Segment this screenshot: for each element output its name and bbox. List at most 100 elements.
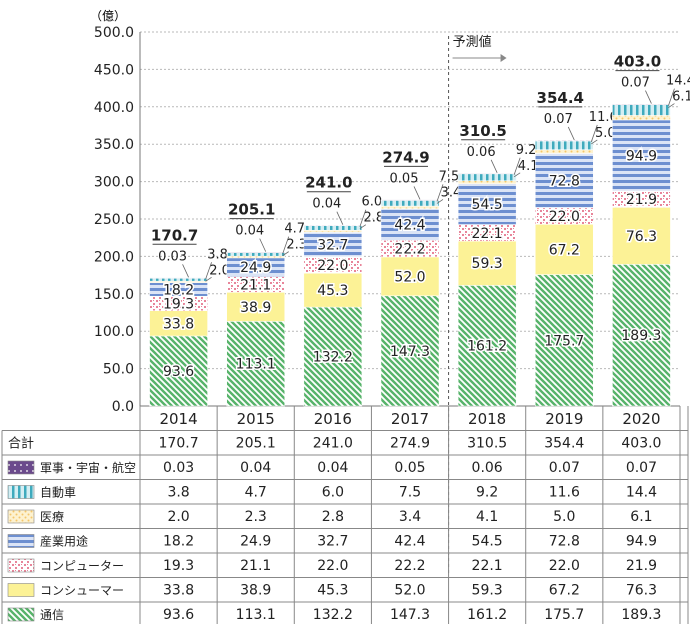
legend-label-gunji: 軍事・宇宙・航空 xyxy=(40,460,136,475)
y-tick-label: 300.0 xyxy=(94,175,134,191)
segment-label-gunji: 0.04 xyxy=(312,197,341,212)
bar-segment-gunji xyxy=(612,103,671,105)
table-cell: 2.0 xyxy=(167,509,189,525)
table-cell: 18.2 xyxy=(163,534,194,550)
legend-swatch-tsushin xyxy=(7,607,35,622)
legend-swatch-sangyo xyxy=(7,534,35,548)
legend-label-sangyo: 産業用途 xyxy=(40,534,88,549)
table-cell: 24.9 xyxy=(240,534,271,550)
table-row-label: 合計 xyxy=(8,436,34,452)
segment-label-tsushin: 189.3 xyxy=(621,328,661,344)
x-tick-label: 2017 xyxy=(391,410,429,428)
legend-swatch-jidosha xyxy=(7,485,35,499)
leader-line-gunji xyxy=(567,126,575,141)
legend-label-iryo: 医療 xyxy=(40,510,64,524)
segment-label-gunji: 0.05 xyxy=(390,171,419,186)
table-cell: 67.2 xyxy=(549,583,580,599)
y-tick-label: 450.0 xyxy=(94,62,134,78)
leader-line-jidosha xyxy=(359,209,367,227)
bar-segment-gunji xyxy=(149,277,208,279)
bar-segment-jidosha xyxy=(457,173,517,181)
leader-line-iryo xyxy=(436,199,444,204)
legend-label-computer: コンピューター xyxy=(40,559,124,573)
y-tick-label: 400.0 xyxy=(94,100,134,116)
leader-line-gunji xyxy=(259,238,267,252)
bar-segment-jidosha xyxy=(149,278,208,282)
leader-line-gunji xyxy=(645,90,652,104)
total-label: 310.5 xyxy=(459,122,506,140)
bar-segment-iryo xyxy=(457,180,517,185)
x-tick-label: 2020 xyxy=(622,410,660,428)
bar-segment-consumer xyxy=(149,310,208,337)
table-cell: 11.6 xyxy=(549,485,580,501)
bar-segment-iryo xyxy=(612,115,671,121)
table-cell: 161.2 xyxy=(467,607,507,623)
legend-label-jidosha: 自動車 xyxy=(40,486,76,500)
segment-label-consumer: 52.0 xyxy=(394,269,425,285)
forecast-label: 予測値 xyxy=(453,34,492,50)
table-cell: 14.4 xyxy=(626,485,657,501)
table-cell: 175.7 xyxy=(544,607,584,623)
table-cell: 3.8 xyxy=(167,485,189,501)
bar-segment-consumer xyxy=(457,240,517,286)
segment-label-gunji: 0.07 xyxy=(621,76,650,91)
segment-label-iryo: 5.0 xyxy=(595,126,616,141)
segment-label-computer: 19.3 xyxy=(163,296,194,312)
table-cell: 52.0 xyxy=(394,583,425,599)
forecast-arrow-head xyxy=(500,54,507,62)
bar-segment-sangyo xyxy=(380,208,440,241)
table-cell: 22.0 xyxy=(549,558,580,574)
legend-label-consumer: コンシューマー xyxy=(40,584,124,598)
table-cell: 403.0 xyxy=(621,436,661,452)
segment-label-tsushin: 175.7 xyxy=(544,333,584,349)
leader-line-gunji xyxy=(490,159,498,173)
leader-line-iryo xyxy=(359,224,367,230)
segment-label-gunji: 0.06 xyxy=(467,145,496,160)
bar-segment-jidosha xyxy=(380,200,440,207)
leader-line-jidosha xyxy=(205,262,212,280)
leader-line-gunji xyxy=(182,264,189,278)
segment-label-consumer: 38.9 xyxy=(240,300,271,316)
table-cell: 354.4 xyxy=(544,436,584,452)
bar-segment-iryo xyxy=(535,149,594,154)
segment-label-tsushin: 132.2 xyxy=(313,350,353,366)
leader-line-gunji xyxy=(336,211,344,225)
x-tick-label: 2018 xyxy=(468,410,506,428)
bar-segment-iryo xyxy=(303,229,363,233)
table-cell: 4.7 xyxy=(245,485,267,501)
table-cell: 45.3 xyxy=(317,583,348,599)
segment-label-sangyo: 94.9 xyxy=(626,148,657,164)
bar-segment-gunji xyxy=(457,172,517,175)
bar-segment-consumer xyxy=(380,256,440,297)
segment-label-jidosha: 6.0 xyxy=(362,195,383,210)
table-cell: 76.3 xyxy=(626,583,657,599)
y-tick-label: 350.0 xyxy=(94,137,134,153)
legend-swatch-consumer xyxy=(7,583,35,597)
bar-segment-sangyo xyxy=(535,153,594,209)
table-cell: 21.1 xyxy=(240,558,271,574)
legend-swatch-iryo xyxy=(7,509,35,524)
segment-label-sangyo: 18.2 xyxy=(163,282,194,298)
leader-line-iryo xyxy=(591,139,598,145)
table-cell: 38.9 xyxy=(240,583,271,599)
table-cell: 189.3 xyxy=(621,607,661,623)
x-tick-label: 2015 xyxy=(237,410,275,428)
y-tick-label: 500.0 xyxy=(94,25,134,41)
table-cell: 7.5 xyxy=(399,485,421,501)
table-cell: 0.07 xyxy=(549,460,580,476)
bar-segment-jidosha xyxy=(535,140,594,150)
bar-segment-gunji xyxy=(303,224,363,226)
bar-segment-gunji xyxy=(535,140,594,142)
total-label: 274.9 xyxy=(382,148,429,166)
legend-swatch-computer xyxy=(7,558,35,573)
table-cell: 6.0 xyxy=(322,485,344,501)
unit-label: （億） xyxy=(90,9,126,23)
segment-label-iryo: 2.8 xyxy=(364,211,385,226)
bar-segment-tsushin xyxy=(149,335,208,407)
segment-label-sangyo: 32.7 xyxy=(317,238,348,254)
total-label: 205.1 xyxy=(228,201,275,219)
bar-segment-iryo xyxy=(226,255,285,259)
table-cell: 22.2 xyxy=(394,558,425,574)
table-cell: 4.1 xyxy=(476,509,498,525)
total-label: 354.4 xyxy=(537,89,584,107)
